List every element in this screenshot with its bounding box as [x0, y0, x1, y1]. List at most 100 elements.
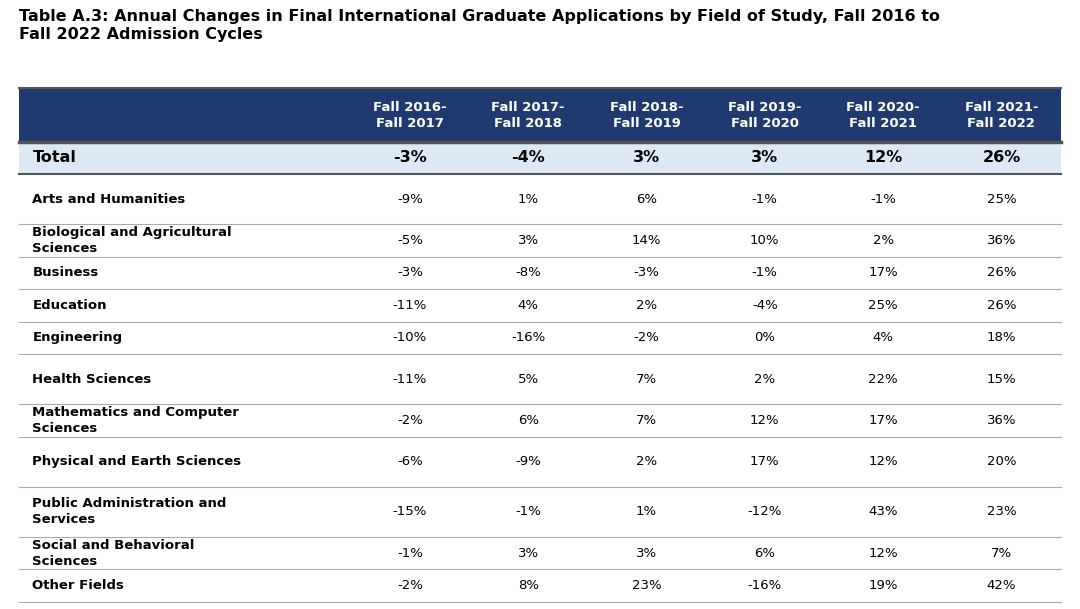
Text: 12%: 12% [750, 414, 780, 427]
Bar [705, 322, 824, 354]
Bar [19, 404, 351, 437]
Bar [942, 354, 1061, 404]
Text: 8%: 8% [517, 579, 539, 592]
Bar [588, 537, 705, 569]
Text: Arts and Humanities: Arts and Humanities [32, 192, 186, 206]
Text: -16%: -16% [747, 579, 782, 592]
Text: -8%: -8% [515, 266, 541, 280]
Text: -3%: -3% [397, 266, 422, 280]
Bar [942, 224, 1061, 257]
Bar [351, 174, 469, 224]
Bar [588, 142, 705, 174]
Text: 12%: 12% [868, 547, 897, 560]
Text: 25%: 25% [868, 299, 897, 312]
Text: 6%: 6% [636, 192, 657, 206]
Text: -10%: -10% [393, 331, 427, 344]
Bar [469, 289, 588, 322]
Bar [19, 224, 351, 257]
Text: -5%: -5% [397, 234, 422, 247]
Bar [588, 88, 705, 142]
Bar [469, 487, 588, 537]
Bar [705, 404, 824, 437]
Bar [942, 289, 1061, 322]
Text: -1%: -1% [870, 192, 896, 206]
Bar [942, 404, 1061, 437]
Text: -3%: -3% [393, 150, 427, 166]
Text: 3%: 3% [636, 547, 657, 560]
Text: -16%: -16% [511, 331, 545, 344]
Text: 1%: 1% [636, 505, 657, 518]
Text: 4%: 4% [517, 299, 539, 312]
Text: Mathematics and Computer
Sciences: Mathematics and Computer Sciences [32, 406, 240, 435]
Bar [942, 322, 1061, 354]
Text: -11%: -11% [393, 299, 427, 312]
Bar [824, 569, 942, 602]
Text: 3%: 3% [517, 234, 539, 247]
Bar [824, 224, 942, 257]
Text: 2%: 2% [636, 299, 657, 312]
Bar [588, 257, 705, 289]
Text: Biological and Agricultural
Sciences: Biological and Agricultural Sciences [32, 226, 232, 255]
Bar [824, 537, 942, 569]
Bar [705, 174, 824, 224]
Bar [469, 404, 588, 437]
Text: -15%: -15% [393, 505, 427, 518]
Bar [19, 257, 351, 289]
Text: 7%: 7% [990, 547, 1012, 560]
Bar [942, 257, 1061, 289]
Text: Education: Education [32, 299, 107, 312]
Bar [19, 569, 351, 602]
Text: 18%: 18% [987, 331, 1016, 344]
Bar [469, 354, 588, 404]
Bar [942, 437, 1061, 487]
Text: 17%: 17% [868, 266, 897, 280]
Bar [824, 437, 942, 487]
Bar [942, 537, 1061, 569]
Text: 26%: 26% [987, 266, 1016, 280]
Text: -9%: -9% [397, 192, 422, 206]
Text: Physical and Earth Sciences: Physical and Earth Sciences [32, 455, 242, 468]
Text: 17%: 17% [750, 455, 780, 468]
Bar [469, 569, 588, 602]
Bar [588, 569, 705, 602]
Bar [824, 354, 942, 404]
Bar [351, 322, 469, 354]
Bar [942, 174, 1061, 224]
Text: 12%: 12% [864, 150, 902, 166]
Bar [824, 88, 942, 142]
Bar [705, 569, 824, 602]
Bar [351, 537, 469, 569]
Bar [351, 487, 469, 537]
Text: Fall 2019-
Fall 2020: Fall 2019- Fall 2020 [728, 100, 801, 130]
Bar [351, 354, 469, 404]
Bar [469, 537, 588, 569]
Text: Fall 2017-
Fall 2018: Fall 2017- Fall 2018 [491, 100, 565, 130]
Bar [19, 289, 351, 322]
Text: 6%: 6% [754, 547, 775, 560]
Text: -6%: -6% [397, 455, 422, 468]
Bar [824, 142, 942, 174]
Text: 3%: 3% [517, 547, 539, 560]
Bar [705, 354, 824, 404]
Bar [19, 174, 351, 224]
Text: 23%: 23% [632, 579, 661, 592]
Bar [705, 289, 824, 322]
Bar [351, 569, 469, 602]
Bar [942, 487, 1061, 537]
Bar [824, 174, 942, 224]
Bar [588, 289, 705, 322]
Bar [705, 224, 824, 257]
Bar [351, 404, 469, 437]
Text: -1%: -1% [397, 547, 422, 560]
Text: Fall 2016-
Fall 2017: Fall 2016- Fall 2017 [373, 100, 447, 130]
Text: 26%: 26% [983, 150, 1021, 166]
Bar [705, 142, 824, 174]
Text: Health Sciences: Health Sciences [32, 373, 151, 385]
Text: 1%: 1% [517, 192, 539, 206]
Text: 42%: 42% [987, 579, 1016, 592]
Text: -2%: -2% [397, 414, 422, 427]
Text: 23%: 23% [987, 505, 1016, 518]
Text: -4%: -4% [752, 299, 778, 312]
Text: 10%: 10% [750, 234, 780, 247]
Bar [19, 437, 351, 487]
